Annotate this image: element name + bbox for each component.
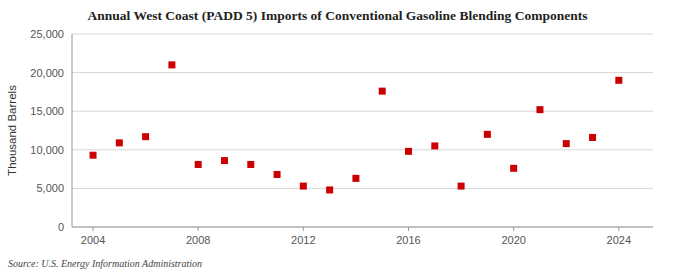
y-axis-label: Thousand Barrels [6, 85, 18, 176]
point [431, 142, 438, 149]
point [615, 77, 622, 84]
title: Annual West Coast (PADD 5) Imports of Co… [88, 8, 588, 23]
point [510, 165, 517, 172]
x-tick-label: 2008 [186, 234, 210, 246]
y-tick-label: 25,000 [30, 28, 64, 40]
point [405, 148, 412, 155]
source-note: Source: U.S. Energy Information Administ… [8, 258, 202, 269]
chart: Annual West Coast (PADD 5) Imports of Co… [0, 0, 675, 275]
point [116, 139, 123, 146]
x-tick [93, 227, 94, 231]
x-tick-label: 2020 [501, 234, 525, 246]
point [300, 183, 307, 190]
grid-line [72, 227, 653, 228]
point [484, 131, 491, 138]
y-tick-label: 10,000 [30, 144, 64, 156]
chart-container: Annual West Coast (PADD 5) Imports of Co… [0, 0, 675, 275]
points [90, 61, 623, 193]
x-tick [618, 227, 619, 231]
x-tick-label: 2024 [607, 234, 631, 246]
point [352, 175, 359, 182]
point [536, 106, 543, 113]
x-tick [198, 227, 199, 231]
grid-line [72, 149, 653, 150]
x-tick-label: 2012 [291, 234, 315, 246]
grid-line [72, 111, 653, 112]
y-tick-label: 0 [58, 221, 64, 233]
y-axis [72, 34, 73, 227]
y-tick-label: 5,000 [36, 182, 64, 194]
grid-line [72, 34, 653, 35]
point [379, 88, 386, 95]
point [247, 161, 254, 168]
x-tick-label: 2016 [396, 234, 420, 246]
point [168, 61, 175, 68]
point [589, 134, 596, 141]
x-tick [303, 227, 304, 231]
grid [72, 34, 653, 227]
x-tick-label: 2004 [81, 234, 105, 246]
x-axis [72, 227, 653, 228]
x-tick [408, 227, 409, 231]
point [563, 140, 570, 147]
grid-line [72, 72, 653, 73]
x-tick [513, 227, 514, 231]
point [274, 171, 281, 178]
y-tick-label: 15,000 [30, 105, 64, 117]
point [326, 186, 333, 193]
point [142, 133, 149, 140]
point [90, 152, 97, 159]
point [458, 183, 465, 190]
point [195, 161, 202, 168]
y-tick-label: 20,000 [30, 67, 64, 79]
grid-line [72, 188, 653, 189]
point [221, 157, 228, 164]
